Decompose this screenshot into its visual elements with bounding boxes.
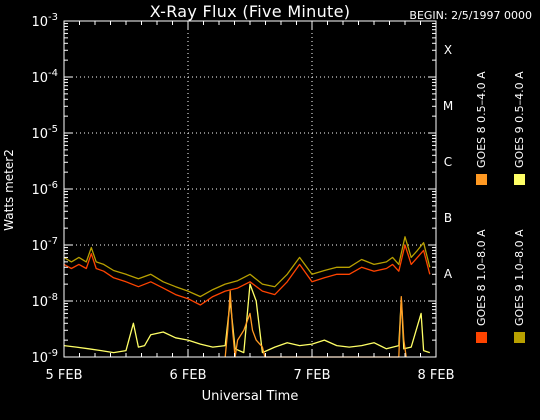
y-tick-label: 10-5 — [31, 124, 58, 142]
axes-layer: 10-9 10-8 10-7 10-6 10-5 10-4 10-3 5 FEB 6 FEB 7 … — [31, 12, 454, 383]
legend-swatch-3 — [514, 332, 525, 343]
flare-class-label: M — [443, 99, 453, 113]
x-axis-label: Universal Time — [202, 389, 299, 404]
y-axis-label: Watts meter2 — [2, 149, 16, 231]
legend-swatch-2 — [476, 174, 487, 185]
legend-label-1: GOES 8 1.0–8.0 A — [475, 229, 488, 326]
x-tick-label: 7 FEB — [293, 368, 330, 383]
legend-layer: GOES 8 1.0–8.0 A GOES 8 0.5–4.0 A GOES 9 1… — [475, 71, 526, 343]
flare-class-label: C — [444, 155, 452, 169]
legend-swatch-4 — [514, 174, 525, 185]
x-tick-label: 5 FEB — [45, 368, 82, 383]
legend-swatch-1 — [476, 332, 487, 343]
grid-layer — [64, 21, 436, 357]
y-tick-label: 10-7 — [31, 236, 58, 254]
series-line-4 — [224, 290, 407, 358]
y-tick-label: 10-3 — [31, 12, 58, 30]
y-tick-label: 10-6 — [31, 180, 58, 198]
series-layer — [63, 236, 431, 358]
series-line-2 — [63, 244, 431, 306]
series-line-3 — [63, 283, 430, 354]
legend-label-3: GOES 9 1.0–8.0 A — [513, 229, 526, 326]
chart-title: X-Ray Flux (Five Minute) — [149, 2, 351, 21]
x-tick-label: 6 FEB — [169, 368, 206, 383]
x-tick-label: 8 FEB — [417, 368, 454, 383]
legend-label-2: GOES 8 0.5–4.0 A — [475, 71, 488, 168]
y-tick-label: 10-4 — [31, 68, 58, 86]
begin-date-label: BEGIN: 2/5/1997 0000 — [409, 9, 532, 22]
y-tick-label: 10-9 — [31, 348, 58, 366]
flare-class-label: X — [444, 43, 452, 57]
flare-class-label: B — [444, 211, 452, 225]
legend-label-4: GOES 9 0.5–4.0 A — [513, 71, 526, 168]
series-line-1 — [63, 236, 431, 298]
flare-class-label: A — [444, 267, 453, 281]
y-tick-label: 10-8 — [31, 292, 58, 310]
